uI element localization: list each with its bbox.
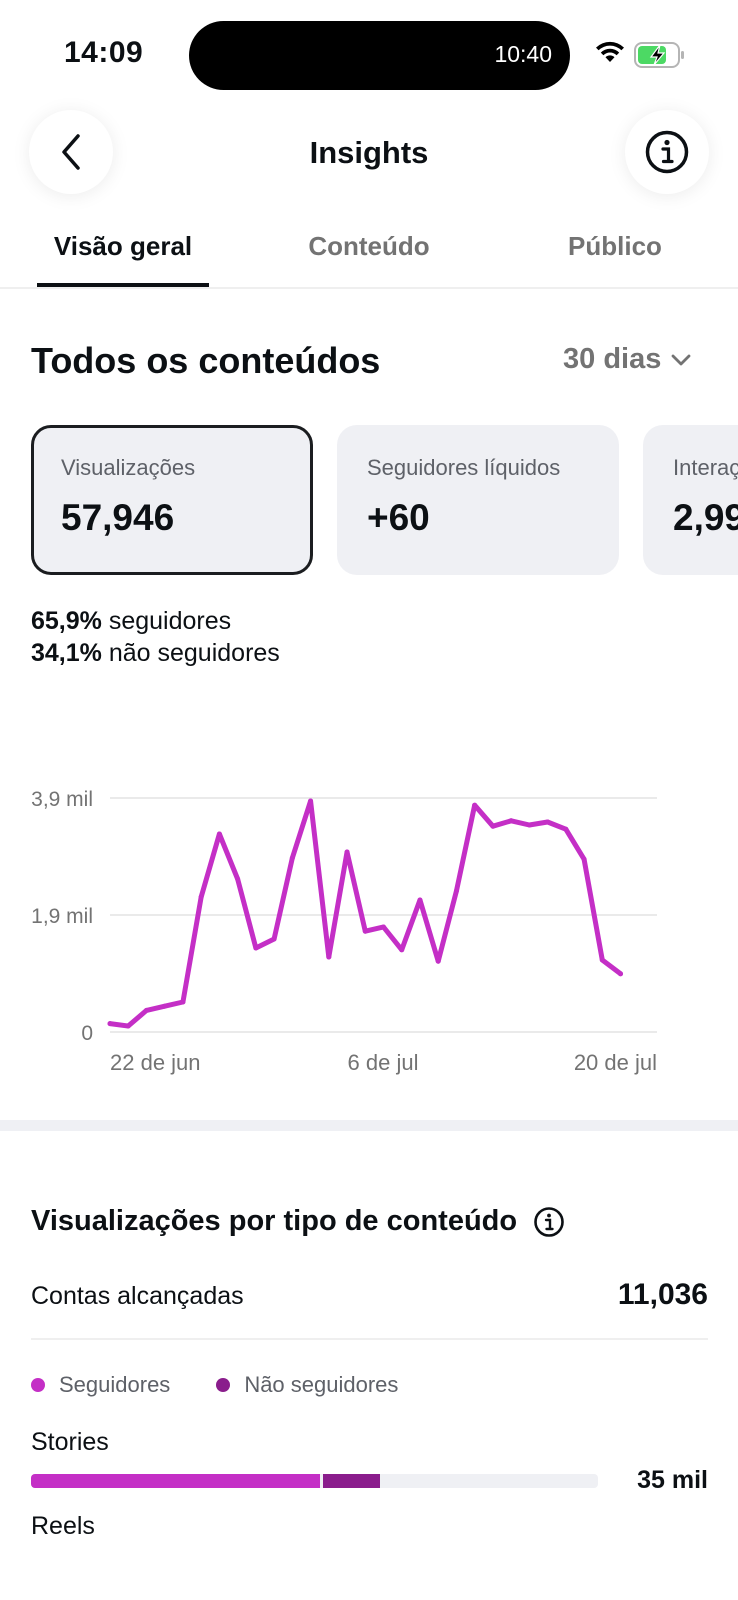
metric-card-value: 2,99 (673, 497, 738, 538)
y-tick-label: 1,9 mil (31, 905, 93, 928)
stories-bar-followers (31, 1474, 320, 1488)
data-point (216, 831, 222, 837)
status-bar: 14:09 10:40 (0, 0, 738, 100)
info-circle-icon (645, 130, 689, 174)
metric-card-interactions[interactable]: Interações 2,99 (643, 425, 738, 575)
views-line-chart: 0 1,9 mil 3,9 mil 22 de jun 6 de jul 20 de ju… (31, 788, 657, 1075)
data-point (453, 888, 459, 894)
dynamic-island: 10:40 (189, 21, 570, 90)
date-range-dropdown[interactable]: 30 dias (563, 343, 691, 376)
legend-item-nonfollowers: Não seguidores (216, 1372, 398, 1398)
data-point (472, 802, 478, 808)
island-time: 10:40 (494, 41, 552, 67)
metric-card-views[interactable]: Visualizações 57,946 (31, 425, 313, 575)
data-point (526, 822, 532, 828)
chevron-down-icon (671, 354, 691, 365)
legend-item-followers: Seguidores (31, 1372, 170, 1398)
data-point (162, 1003, 168, 1009)
metric-cards: Visualizações 57,946 Seguidores líquidos… (31, 425, 738, 575)
info-button[interactable] (625, 110, 709, 194)
x-tick-label: 20 de jul (574, 1050, 657, 1075)
data-point (180, 999, 186, 1005)
page-title: Insights (309, 135, 429, 170)
data-point (271, 936, 277, 942)
status-time: 14:09 (64, 36, 144, 69)
stories-value: 35 mil (637, 1466, 708, 1494)
data-point (143, 1007, 149, 1013)
tab-content[interactable]: Conteúdo (308, 231, 430, 261)
data-point (308, 798, 314, 804)
nonfollowers-share: 34,1% não seguidores (31, 639, 280, 667)
info-circle-icon[interactable] (533, 1206, 565, 1238)
followers-share: 65,9% seguidores (31, 607, 232, 635)
legend-dot (31, 1378, 45, 1392)
data-point (253, 945, 259, 951)
header: Insights (0, 105, 738, 205)
battery-charging-icon (634, 42, 684, 68)
active-tab-indicator (37, 283, 209, 287)
section-divider (0, 1120, 738, 1131)
metric-card-value: +60 (367, 497, 430, 538)
stories-bar[interactable] (31, 1474, 598, 1488)
data-point (417, 897, 423, 903)
data-point (581, 856, 587, 862)
content-type-title-text: Visualizações por tipo de conteúdo (31, 1205, 518, 1237)
data-point (399, 947, 405, 953)
data-point (381, 924, 386, 930)
chevron-left-icon (62, 134, 80, 170)
data-point (344, 849, 350, 855)
legend-dot (216, 1378, 231, 1392)
back-button[interactable] (29, 110, 113, 194)
tab-bar: Visão geral Conteúdo Público (0, 225, 738, 289)
content-type-stories-label: Stories (31, 1428, 109, 1456)
tab-audience[interactable]: Público (568, 231, 662, 261)
data-point (289, 855, 295, 861)
data-point (435, 958, 441, 964)
views-series-line (107, 798, 624, 1029)
x-tick-label: 22 de jun (110, 1050, 201, 1075)
data-point (563, 826, 569, 832)
data-point (599, 957, 605, 963)
accounts-reached-label: Contas alcançadas (31, 1282, 244, 1310)
section-title: Todos os conteúdos (31, 340, 381, 381)
y-tick-label: 3,9 mil (31, 788, 93, 811)
data-point (618, 971, 624, 977)
metric-card-label: Visualizações (61, 455, 196, 480)
data-point (508, 818, 514, 824)
content-type-reels-label: Reels (31, 1512, 95, 1540)
metric-card-net-followers[interactable]: Seguidores líquidos +60 (337, 425, 619, 575)
x-tick-label: 6 de jul (348, 1050, 419, 1075)
audience-split: 65,9% seguidores 34,1% não seguidores (31, 605, 280, 669)
legend: Seguidores Não seguidores (31, 1372, 444, 1398)
tab-overview[interactable]: Visão geral (53, 231, 193, 261)
date-range-label: 30 dias (563, 343, 662, 375)
data-point (198, 894, 204, 900)
data-point (107, 1021, 113, 1027)
data-point (490, 823, 496, 829)
data-point (125, 1023, 131, 1029)
stories-bar-nonfollowers (323, 1474, 380, 1488)
data-point (235, 876, 241, 882)
metric-card-label: Interações (673, 455, 738, 480)
metric-card-label: Seguidores líquidos (367, 455, 561, 480)
data-point (326, 954, 332, 960)
data-point (545, 819, 551, 825)
content-type-title: Visualizações por tipo de conteúdo (31, 1205, 565, 1238)
wifi-icon (596, 41, 624, 62)
y-tick-label: 0 (81, 1022, 93, 1045)
data-point (362, 928, 368, 934)
accounts-reached-value: 11,036 (617, 1278, 708, 1311)
metric-card-value: 57,946 (61, 497, 175, 538)
accounts-reached-row: Contas alcançadas 11,036 (31, 1278, 708, 1340)
